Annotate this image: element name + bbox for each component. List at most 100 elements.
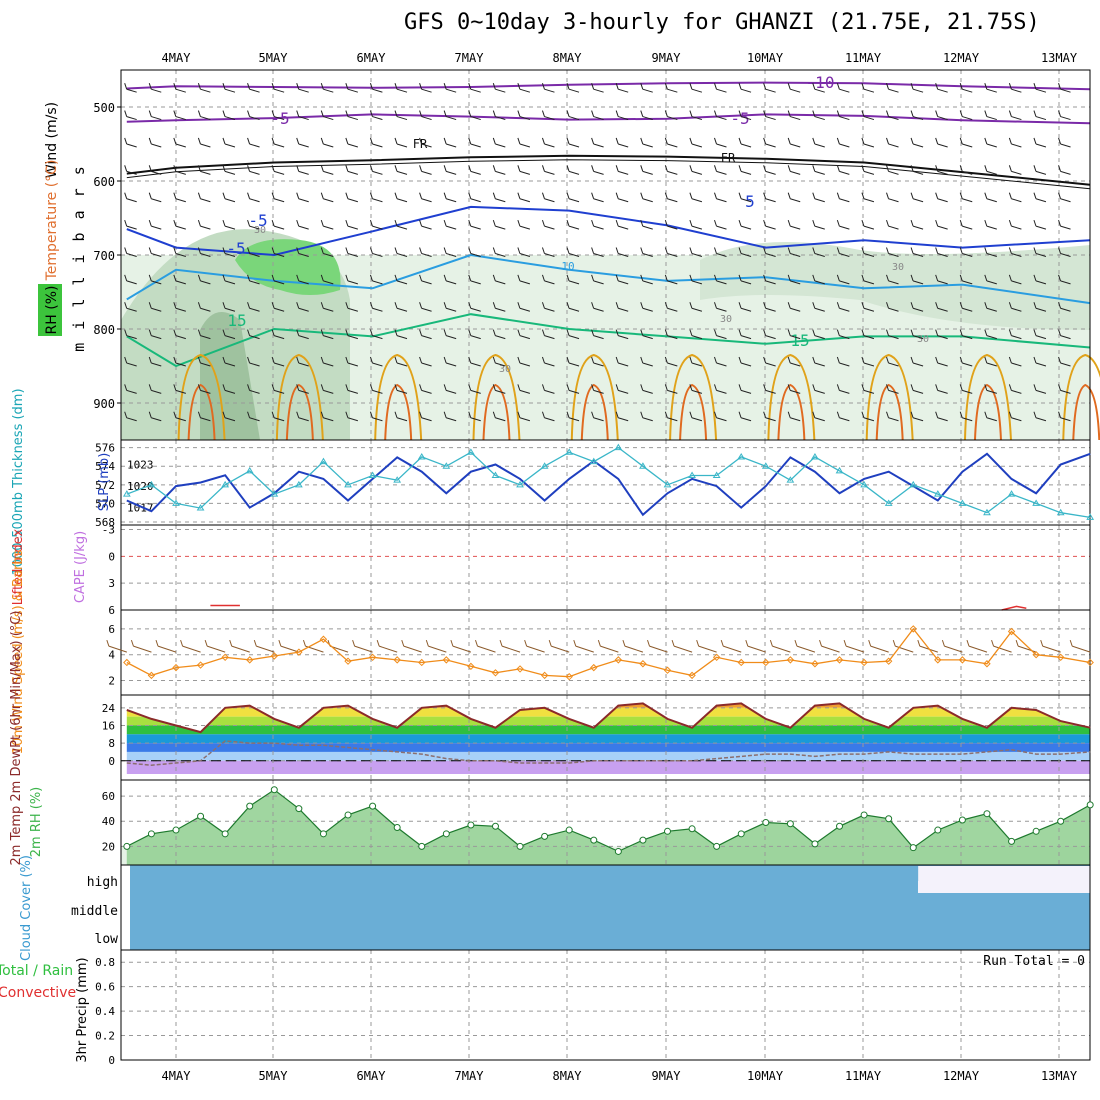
wind-speed-point bbox=[786, 656, 795, 664]
temp-line bbox=[126, 702, 1091, 734]
rh-shade-50 bbox=[200, 312, 260, 440]
wind-barb bbox=[247, 329, 260, 340]
wind-barb bbox=[124, 411, 137, 422]
wind-speed-point bbox=[1056, 653, 1065, 662]
thickness-point bbox=[1032, 499, 1041, 506]
wind-barb bbox=[296, 274, 309, 285]
wind-speed-point bbox=[172, 663, 180, 672]
cloud-clear-high bbox=[918, 881, 932, 893]
wind-barb bbox=[271, 274, 285, 285]
wind-barb bbox=[394, 329, 408, 340]
wind-barb bbox=[959, 219, 973, 230]
isotherm-line bbox=[777, 383, 806, 441]
thickness-point bbox=[909, 480, 918, 488]
wind-speed-point bbox=[368, 653, 377, 662]
wind-barb bbox=[222, 356, 236, 367]
date-label-top: 8MAY bbox=[553, 51, 583, 65]
date-label-top: 12MAY bbox=[943, 51, 980, 65]
wind-speed-point bbox=[147, 671, 156, 680]
wind-speed-point bbox=[934, 656, 942, 664]
wind-barb-10m bbox=[450, 639, 472, 653]
rh-point bbox=[713, 842, 721, 850]
thickness-point bbox=[933, 490, 942, 497]
wind-barb bbox=[787, 192, 801, 203]
wind-barb bbox=[468, 110, 481, 121]
wind-barb bbox=[1058, 411, 1071, 422]
wind-barb-10m bbox=[475, 639, 496, 653]
isotherm-line bbox=[570, 353, 619, 441]
wind-barb bbox=[320, 356, 334, 367]
isotherm-line bbox=[187, 383, 216, 441]
wind-barb bbox=[345, 165, 358, 175]
li-frame bbox=[120, 524, 1091, 611]
rh-point bbox=[1057, 817, 1065, 825]
wind-barb bbox=[1008, 165, 1022, 175]
thickness-point bbox=[270, 490, 279, 497]
wind-barb bbox=[320, 165, 334, 175]
wind-barb bbox=[664, 165, 678, 175]
thickness-point bbox=[786, 476, 795, 483]
thickness-point bbox=[344, 480, 352, 488]
wind-barb bbox=[566, 83, 580, 93]
wind-barb bbox=[419, 192, 432, 203]
slp-ytick-label: 1017 bbox=[127, 502, 154, 515]
wind-barb bbox=[935, 192, 948, 203]
wind-barb bbox=[836, 302, 850, 312]
wind-speed-point bbox=[1032, 651, 1040, 659]
wind10-ylabel: 10m Wind Speed (m/s) & Barbs bbox=[11, 549, 26, 754]
thickness-point bbox=[516, 480, 524, 488]
wind-barb bbox=[1058, 110, 1071, 121]
wind-barb bbox=[836, 274, 850, 285]
temp-band bbox=[126, 751, 1090, 761]
wind-barb-10m bbox=[573, 639, 594, 653]
wind-speed-point bbox=[958, 656, 967, 664]
thickness-point bbox=[467, 448, 475, 455]
thickness-point bbox=[688, 471, 696, 479]
rh-point bbox=[123, 842, 131, 850]
wind-barb bbox=[173, 165, 186, 175]
wind-barb bbox=[173, 192, 186, 203]
rh-point bbox=[270, 786, 278, 794]
rh-line bbox=[126, 789, 1091, 853]
wind-barb bbox=[541, 165, 555, 175]
wind-barb bbox=[763, 110, 776, 121]
precip-ylabel: 3hr Precip (mm) bbox=[75, 957, 90, 1062]
wind-barb bbox=[124, 137, 137, 148]
thickness-point bbox=[1086, 513, 1095, 520]
wind-barb bbox=[222, 329, 236, 340]
wind-barb bbox=[886, 137, 899, 148]
wind-speed-point bbox=[983, 660, 991, 668]
rh-point bbox=[541, 832, 549, 840]
wind-barb bbox=[247, 83, 260, 93]
wind-barb-10m bbox=[253, 639, 275, 653]
rh-point bbox=[934, 826, 942, 834]
isotherm-line bbox=[285, 383, 314, 441]
contour-label: -10 bbox=[806, 73, 835, 92]
wind-barb-10m bbox=[499, 639, 521, 653]
wind-barb bbox=[836, 247, 850, 257]
date-label-top: 5MAY bbox=[259, 51, 289, 65]
thickness-point bbox=[565, 448, 574, 455]
wind-barb bbox=[812, 302, 825, 312]
wind-speed-point bbox=[688, 671, 696, 680]
wind-barb-10m bbox=[720, 639, 742, 653]
wind-barb bbox=[615, 165, 629, 175]
wind-barb bbox=[394, 274, 408, 285]
isotherm-line bbox=[1062, 353, 1100, 441]
wind-barb bbox=[1008, 329, 1022, 340]
wind-barb bbox=[124, 356, 137, 367]
wind-barb bbox=[394, 411, 408, 422]
wind-barb bbox=[714, 165, 727, 175]
thickness-point bbox=[639, 462, 647, 469]
wind-barb bbox=[935, 165, 948, 175]
wind-barb bbox=[886, 247, 899, 257]
thickness-point bbox=[663, 480, 672, 488]
lifted-index-line bbox=[1001, 605, 1027, 611]
wind-speed-point bbox=[1086, 658, 1094, 667]
wind-speed-point bbox=[590, 663, 598, 672]
wind-barb bbox=[394, 302, 408, 312]
wind-barb bbox=[738, 384, 752, 394]
wind-barb bbox=[910, 329, 924, 340]
wind-barb bbox=[443, 137, 457, 148]
wind-barb bbox=[492, 83, 506, 93]
